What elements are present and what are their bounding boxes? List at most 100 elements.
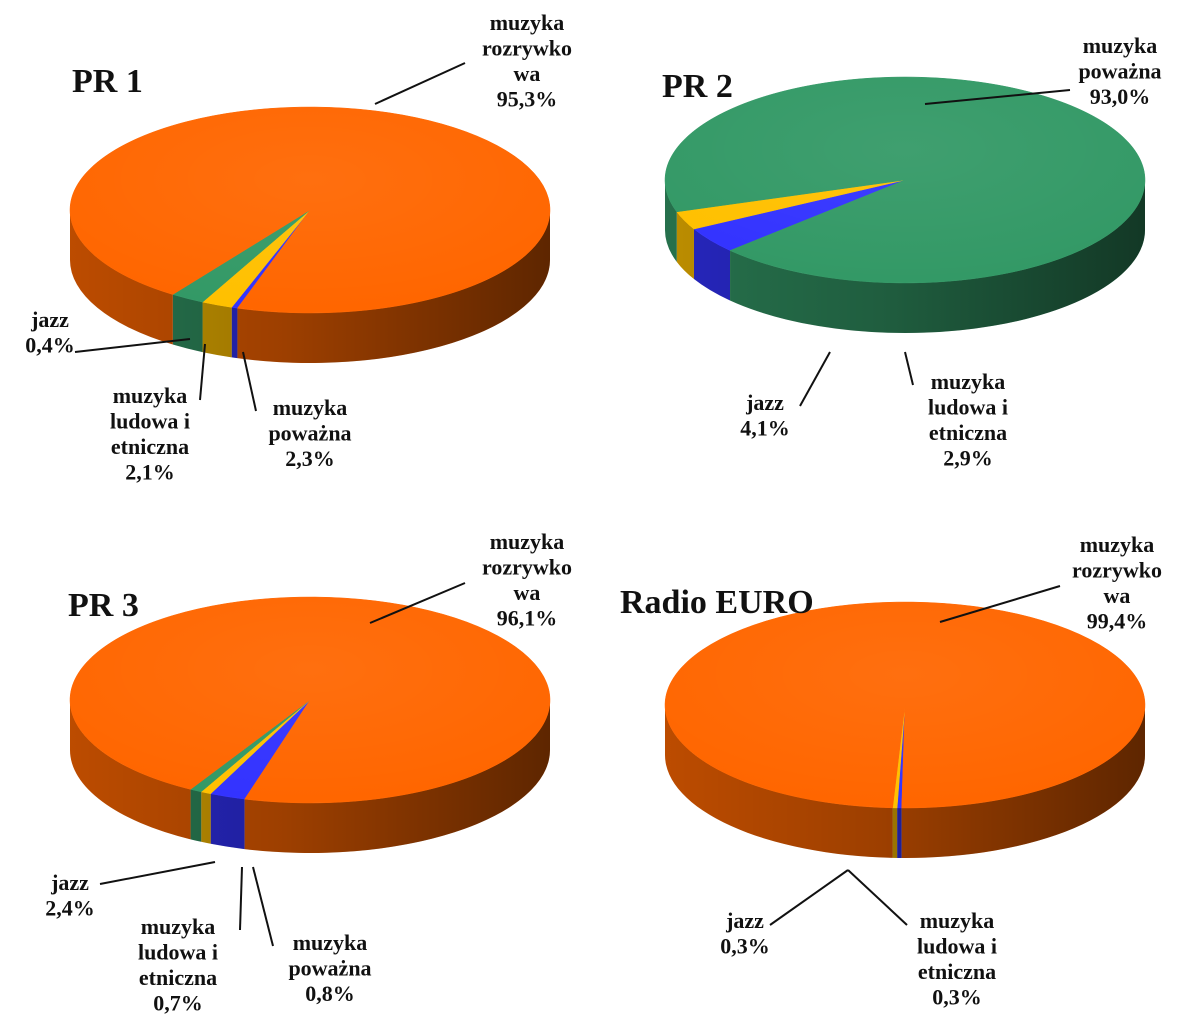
slice-label-line: muzyka bbox=[141, 914, 216, 939]
leader-line bbox=[74, 338, 191, 353]
leader-line bbox=[369, 582, 466, 624]
slice-label-line: 0,3% bbox=[932, 985, 982, 1010]
slice-label-line: poważna bbox=[288, 956, 371, 981]
slice-label-line: muzyka bbox=[273, 395, 348, 420]
pie-sides bbox=[69, 700, 550, 854]
slice-label-ludowa: muzyka ludowa i etniczna 2,9% bbox=[928, 369, 1008, 471]
pie-side-shade bbox=[70, 700, 550, 853]
slice-label-line: 0,3% bbox=[720, 934, 770, 959]
pie-chart-pr2: jazz 4,1%muzyka ludowa i etniczna 2,9%muzyka… bbox=[662, 33, 1162, 471]
chart-title: Radio EURO bbox=[620, 584, 814, 621]
slice-label-line: 2,3% bbox=[285, 446, 335, 471]
slice-label-line: poważna bbox=[1078, 59, 1161, 84]
slice-label-line: wa bbox=[514, 61, 541, 86]
pie-labels: jazz 2,4%muzyka ludowa i etniczna 0,7%muzyka… bbox=[45, 529, 572, 1016]
pie-chart-radio-euro: jazz 0,3%muzyka ludowa i etniczna 0,3%muzyka… bbox=[620, 532, 1162, 1010]
pie-side-shade bbox=[70, 210, 550, 363]
slice-label-jazz: jazz 0,3% bbox=[720, 908, 770, 959]
chart-title: PR 1 bbox=[72, 63, 143, 100]
slice-label-line: rozrywko bbox=[482, 36, 572, 61]
pie-labels: jazz 0,3%muzyka ludowa i etniczna 0,3%muzyka… bbox=[720, 532, 1162, 1010]
slice-label-line: muzyka bbox=[1083, 33, 1158, 58]
pie-labels: jazz 4,1%muzyka ludowa i etniczna 2,9%muzyka… bbox=[740, 33, 1161, 471]
chart-title: PR 3 bbox=[68, 587, 139, 624]
slice-label-powazna: muzyka poważna 93,0% bbox=[1078, 33, 1161, 109]
slice-label-line: muzyka bbox=[920, 908, 995, 933]
slice-label-line: etniczna bbox=[929, 420, 1007, 445]
pie-sides bbox=[70, 210, 551, 363]
slice-label-line: 2,1% bbox=[125, 460, 175, 485]
slice-label-line: poważna bbox=[268, 421, 351, 446]
slice-label-line: muzyka bbox=[490, 10, 565, 35]
slice-label-ludowa: muzyka ludowa i etniczna 0,7% bbox=[138, 914, 218, 1016]
leader-line bbox=[847, 869, 908, 926]
slice-label-line: jazz bbox=[50, 870, 89, 895]
slice-label-line: muzyka bbox=[931, 369, 1006, 394]
slice-label-line: 2,9% bbox=[943, 446, 993, 471]
slice-label-line: 93,0% bbox=[1090, 84, 1151, 109]
leader-line bbox=[239, 866, 243, 931]
pie-top-shade bbox=[70, 107, 550, 313]
slice-label-line: 96,1% bbox=[497, 606, 558, 631]
slice-label-line: 0,4% bbox=[25, 333, 75, 358]
slice-label-line: rozrywko bbox=[482, 555, 572, 580]
leader-line bbox=[199, 343, 206, 401]
slice-label-line: jazz bbox=[30, 307, 69, 332]
slice-label-line: muzyka bbox=[293, 930, 368, 955]
slice-label-jazz: jazz 4,1% bbox=[740, 390, 790, 441]
pie-labels: jazz 0,4%muzyka ludowa i etniczna 2,1%muzyka… bbox=[25, 10, 572, 485]
slice-label-line: ludowa i bbox=[110, 409, 190, 434]
pie-side-shade bbox=[665, 180, 1145, 333]
slice-label-rozrywkowa: muzyka rozrywko wa 99,4% bbox=[1072, 532, 1162, 634]
slice-label-line: jazz bbox=[745, 390, 784, 415]
slice-label-line: 4,1% bbox=[740, 416, 790, 441]
slice-label-line: etniczna bbox=[139, 965, 217, 990]
pie-top bbox=[69, 106, 551, 314]
slice-label-jazz: jazz 0,4% bbox=[25, 307, 75, 358]
slice-label-ludowa: muzyka ludowa i etniczna 2,1% bbox=[110, 383, 190, 485]
leader-line bbox=[799, 351, 831, 407]
pie-chart-pr3: jazz 2,4%muzyka ludowa i etniczna 0,7%muzyka… bbox=[45, 529, 572, 1016]
slice-label-line: 99,4% bbox=[1087, 609, 1148, 634]
pie-top bbox=[664, 76, 1146, 284]
slice-label-line: jazz bbox=[725, 908, 764, 933]
leader-line bbox=[99, 861, 216, 885]
slice-label-line: muzyka bbox=[490, 529, 565, 554]
pie-sides bbox=[665, 705, 1145, 859]
leader-line bbox=[252, 866, 274, 947]
slice-label-line: wa bbox=[1104, 583, 1131, 608]
pie-top bbox=[69, 596, 551, 804]
slice-label-jazz: jazz 2,4% bbox=[45, 870, 95, 921]
leader-line bbox=[939, 585, 1061, 623]
leader-line bbox=[374, 62, 466, 105]
leader-line bbox=[924, 89, 1071, 105]
leader-line bbox=[904, 351, 914, 386]
slice-label-line: 0,8% bbox=[305, 981, 355, 1006]
slice-label-line: wa bbox=[514, 580, 541, 605]
pie-chart-pr1: jazz 0,4%muzyka ludowa i etniczna 2,1%muzyka… bbox=[25, 10, 572, 485]
leader-line bbox=[242, 351, 257, 412]
slice-label-line: 0,7% bbox=[153, 991, 203, 1016]
slice-label-rozrywkowa: muzyka rozrywko wa 95,3% bbox=[482, 10, 572, 112]
slice-label-rozrywkowa: muzyka rozrywko wa 96,1% bbox=[482, 529, 572, 631]
pie-top-shade bbox=[665, 77, 1145, 283]
pie-sides bbox=[665, 180, 1145, 334]
slice-label-line: muzyka bbox=[113, 383, 188, 408]
leader-line bbox=[769, 869, 849, 926]
slice-label-ludowa: muzyka ludowa i etniczna 0,3% bbox=[917, 908, 997, 1010]
slice-label-line: 2,4% bbox=[45, 896, 95, 921]
slice-label-line: ludowa i bbox=[917, 934, 997, 959]
pie-side-shade bbox=[665, 705, 1145, 858]
slice-label-line: ludowa i bbox=[138, 940, 218, 965]
pie-top-shade bbox=[70, 597, 550, 803]
slice-label-line: ludowa i bbox=[928, 395, 1008, 420]
slice-label-line: 95,3% bbox=[497, 87, 558, 112]
slice-label-powazna: muzyka poważna 0,8% bbox=[288, 930, 371, 1006]
slice-label-line: etniczna bbox=[111, 434, 189, 459]
slice-label-line: muzyka bbox=[1080, 532, 1155, 557]
slice-label-line: rozrywko bbox=[1072, 558, 1162, 583]
chart-title: PR 2 bbox=[662, 68, 733, 105]
slice-label-powazna: muzyka poważna 2,3% bbox=[268, 395, 351, 471]
pie-top bbox=[664, 601, 1146, 809]
